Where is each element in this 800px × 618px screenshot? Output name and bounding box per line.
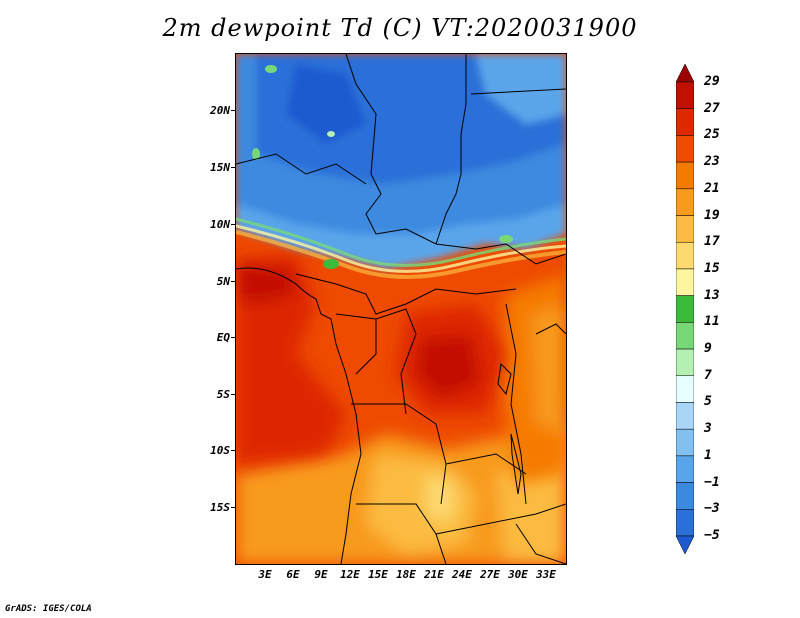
lon-label-33e: 33E [536,568,556,581]
colorbar-swatch [676,108,694,136]
lat-label-5n: 5N [216,275,230,288]
colorbar-label: 13 [704,287,720,303]
lat-tick [231,450,235,451]
colorbar-swatch [676,64,694,83]
colorbar-label: −1 [704,474,720,490]
lon-label-21e: 21E [424,568,444,581]
colorbar-swatch [676,509,694,537]
colorbar-swatch [676,295,694,323]
colorbar-label: 29 [704,74,720,89]
lat-tick [231,507,235,508]
colorbar-swatch [676,135,694,163]
lat-tick [231,110,235,111]
colorbar-swatch [676,348,694,377]
colorbar-swatch [676,482,694,510]
lat-tick [231,167,235,168]
colorbar-label: 25 [704,127,720,143]
map-title: 2m dewpoint Td (C) VT:2020031900 [162,14,638,42]
colorbar-label: 17 [704,234,720,250]
colorbar-swatch [676,455,694,483]
lon-label-24e: 24E [452,568,472,581]
colorbar-swatch [676,322,694,350]
field-south [236,424,566,564]
lat-tick [231,281,235,282]
colorbar-label: 27 [704,100,720,116]
colorbar-swatch [676,375,694,403]
colorbar-label: 3 [704,421,712,437]
dewpoint-map [235,53,567,565]
lat-label-10n: 10N [210,218,230,231]
lon-label-18e: 18E [396,568,416,581]
colorbar-swatch [676,268,694,296]
country-borders [236,54,566,564]
colorbar-label: 11 [704,314,720,330]
lon-label-30e: 30E [508,568,528,581]
colorbar-swatch [676,215,694,243]
colorbar-label: 15 [704,260,720,276]
colorbar-swatch [676,241,694,270]
lon-label-15e: 15E [368,568,388,581]
field-transition [236,65,566,279]
colorbar-swatch [676,402,694,430]
colorbar-label: −5 [704,528,720,543]
lat-label-eq: EQ [216,331,230,344]
colorbar-label: 9 [704,341,712,357]
colorbar-swatch [676,535,694,554]
colorbar-swatch [676,428,694,457]
lat-tick [231,337,235,338]
colorbar-label: 7 [704,367,712,383]
colorbar-swatch [676,81,694,109]
lat-label-15n: 15N [210,161,230,174]
colorbar-label: 1 [704,447,712,463]
lat-label-20n: 20N [210,104,230,117]
field-north [236,54,566,269]
field-east [501,274,566,484]
lat-label-10s: 10S [210,444,230,457]
lon-label-9e: 9E [314,568,328,581]
colorbar-swatch [676,188,694,216]
lat-tick [231,224,235,225]
credit-text: GrADS: IGES/COLA [5,604,92,614]
colorbar [676,64,694,554]
colorbar-label: 21 [704,180,720,196]
lon-label-6e: 6E [286,568,300,581]
lat-tick [231,394,235,395]
colorbar-label: 23 [704,154,720,170]
colorbar-label: 19 [704,207,720,223]
field-hot [236,254,506,464]
lon-label-27e: 27E [480,568,500,581]
lon-label-3e: 3E [258,568,272,581]
colorbar-label: 5 [704,394,712,410]
colorbar-swatch [676,161,694,190]
lat-label-15s: 15S [210,501,230,514]
lat-label-5s: 5S [216,388,230,401]
colorbar-label: −3 [704,501,720,517]
lon-label-12e: 12E [340,568,360,581]
